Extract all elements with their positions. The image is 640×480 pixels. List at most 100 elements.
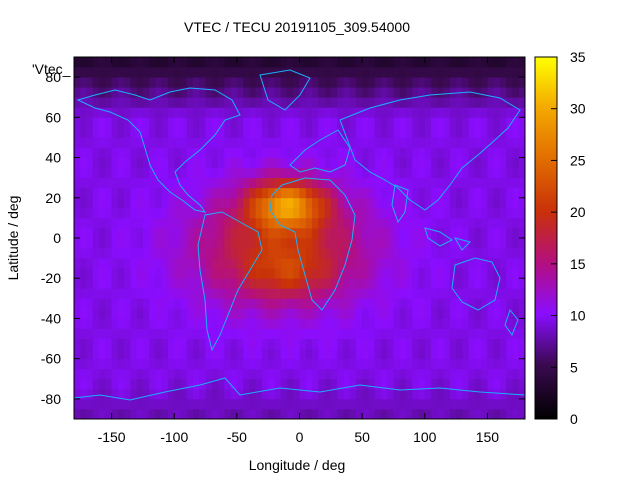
heatmap-cell — [512, 117, 520, 128]
heatmap-cell — [330, 328, 338, 339]
heatmap-cell — [105, 177, 112, 189]
heatmap-cell — [161, 207, 169, 219]
heatmap-cell — [230, 388, 238, 400]
heatmap-cell — [431, 408, 438, 419]
heatmap-cell — [136, 167, 144, 179]
heatmap-cell — [393, 378, 401, 390]
heatmap-cell — [149, 318, 156, 329]
heatmap-cell — [255, 157, 263, 169]
heatmap-cell — [167, 258, 175, 269]
heatmap-cell — [405, 238, 413, 249]
heatmap-cell — [412, 398, 419, 410]
heatmap-cell — [174, 398, 181, 410]
colorbar — [534, 56, 558, 420]
heatmap-cell — [405, 227, 413, 239]
heatmap-cell — [443, 328, 451, 339]
heatmap-cell — [343, 227, 351, 239]
heatmap-cell — [142, 137, 150, 148]
heatmap-cell — [468, 408, 476, 419]
heatmap-cell — [174, 278, 181, 289]
heatmap-cell — [393, 368, 401, 380]
heatmap-cell — [268, 227, 275, 239]
heatmap-cell — [274, 288, 282, 299]
heatmap-cell — [105, 248, 112, 259]
heatmap-cell — [512, 298, 520, 309]
heatmap-cell — [330, 77, 338, 88]
heatmap-cell — [387, 378, 394, 390]
heatmap-cell — [449, 298, 457, 309]
heatmap-cell — [437, 217, 444, 229]
heatmap-cell — [99, 348, 106, 360]
heatmap-cell — [111, 358, 119, 370]
heatmap-cell — [92, 298, 100, 309]
heatmap-cell — [193, 107, 200, 118]
heatmap-cell — [211, 258, 219, 269]
heatmap-cell — [167, 378, 175, 390]
heatmap-cell — [305, 308, 313, 319]
heatmap-cell — [393, 248, 401, 259]
heatmap-cell — [387, 207, 394, 219]
heatmap-cell — [124, 107, 131, 118]
heatmap-cell — [330, 378, 338, 390]
heatmap-cell — [243, 107, 250, 118]
heatmap-cell — [249, 117, 257, 128]
heatmap-cell — [293, 358, 300, 370]
heatmap-cell — [506, 378, 513, 390]
heatmap-cell — [243, 268, 250, 279]
heatmap-cell — [374, 227, 382, 239]
heatmap-cell — [255, 288, 263, 299]
heatmap-cell — [312, 107, 319, 118]
heatmap-cell — [387, 77, 394, 88]
heatmap-cell — [312, 268, 319, 279]
heatmap-cell — [399, 197, 407, 209]
heatmap-cell — [249, 157, 257, 169]
heatmap-cell — [205, 368, 213, 380]
heatmap-cell — [518, 348, 525, 360]
heatmap-cell — [180, 388, 188, 400]
heatmap-cell — [74, 77, 81, 88]
heatmap-cell — [249, 167, 257, 179]
heatmap-cell — [286, 278, 294, 289]
heatmap-cell — [393, 278, 401, 289]
heatmap-cell — [324, 388, 332, 400]
heatmap-cell — [117, 137, 125, 148]
heatmap-cell — [305, 167, 313, 179]
heatmap-cell — [349, 388, 357, 400]
heatmap-cell — [155, 107, 163, 118]
heatmap-cell — [268, 358, 275, 370]
heatmap-cell — [80, 57, 87, 68]
heatmap-cell — [80, 227, 87, 239]
heatmap-cell — [362, 278, 369, 289]
heatmap-cell — [111, 278, 119, 289]
heatmap-cell — [518, 408, 525, 419]
heatmap-cell — [199, 368, 206, 380]
heatmap-cell — [199, 177, 206, 189]
heatmap-cell — [380, 288, 388, 299]
heatmap-cell — [149, 278, 156, 289]
heatmap-cell — [343, 258, 351, 269]
heatmap-cell — [111, 127, 119, 138]
heatmap-cell — [487, 378, 495, 390]
heatmap-cell — [518, 268, 525, 279]
heatmap-cell — [343, 57, 351, 68]
heatmap-cell — [205, 238, 213, 249]
heatmap-cell — [443, 137, 451, 148]
heatmap-cell — [80, 127, 87, 138]
heatmap-cell — [374, 298, 382, 309]
heatmap-cell — [161, 217, 169, 229]
heatmap-cell — [349, 217, 357, 229]
heatmap-cell — [236, 207, 244, 219]
heatmap-cell — [324, 217, 332, 229]
heatmap-cell — [86, 258, 94, 269]
heatmap-cell — [174, 338, 181, 350]
heatmap-cell — [161, 227, 169, 239]
heatmap-cell — [136, 157, 144, 169]
heatmap-cell — [286, 398, 294, 410]
heatmap-cell — [355, 348, 363, 360]
heatmap-cell — [130, 338, 138, 350]
heatmap-cell — [293, 167, 300, 179]
heatmap-cell — [155, 408, 163, 419]
heatmap-cell — [449, 167, 457, 179]
heatmap-cell — [255, 318, 263, 329]
heatmap-cell — [218, 137, 225, 148]
